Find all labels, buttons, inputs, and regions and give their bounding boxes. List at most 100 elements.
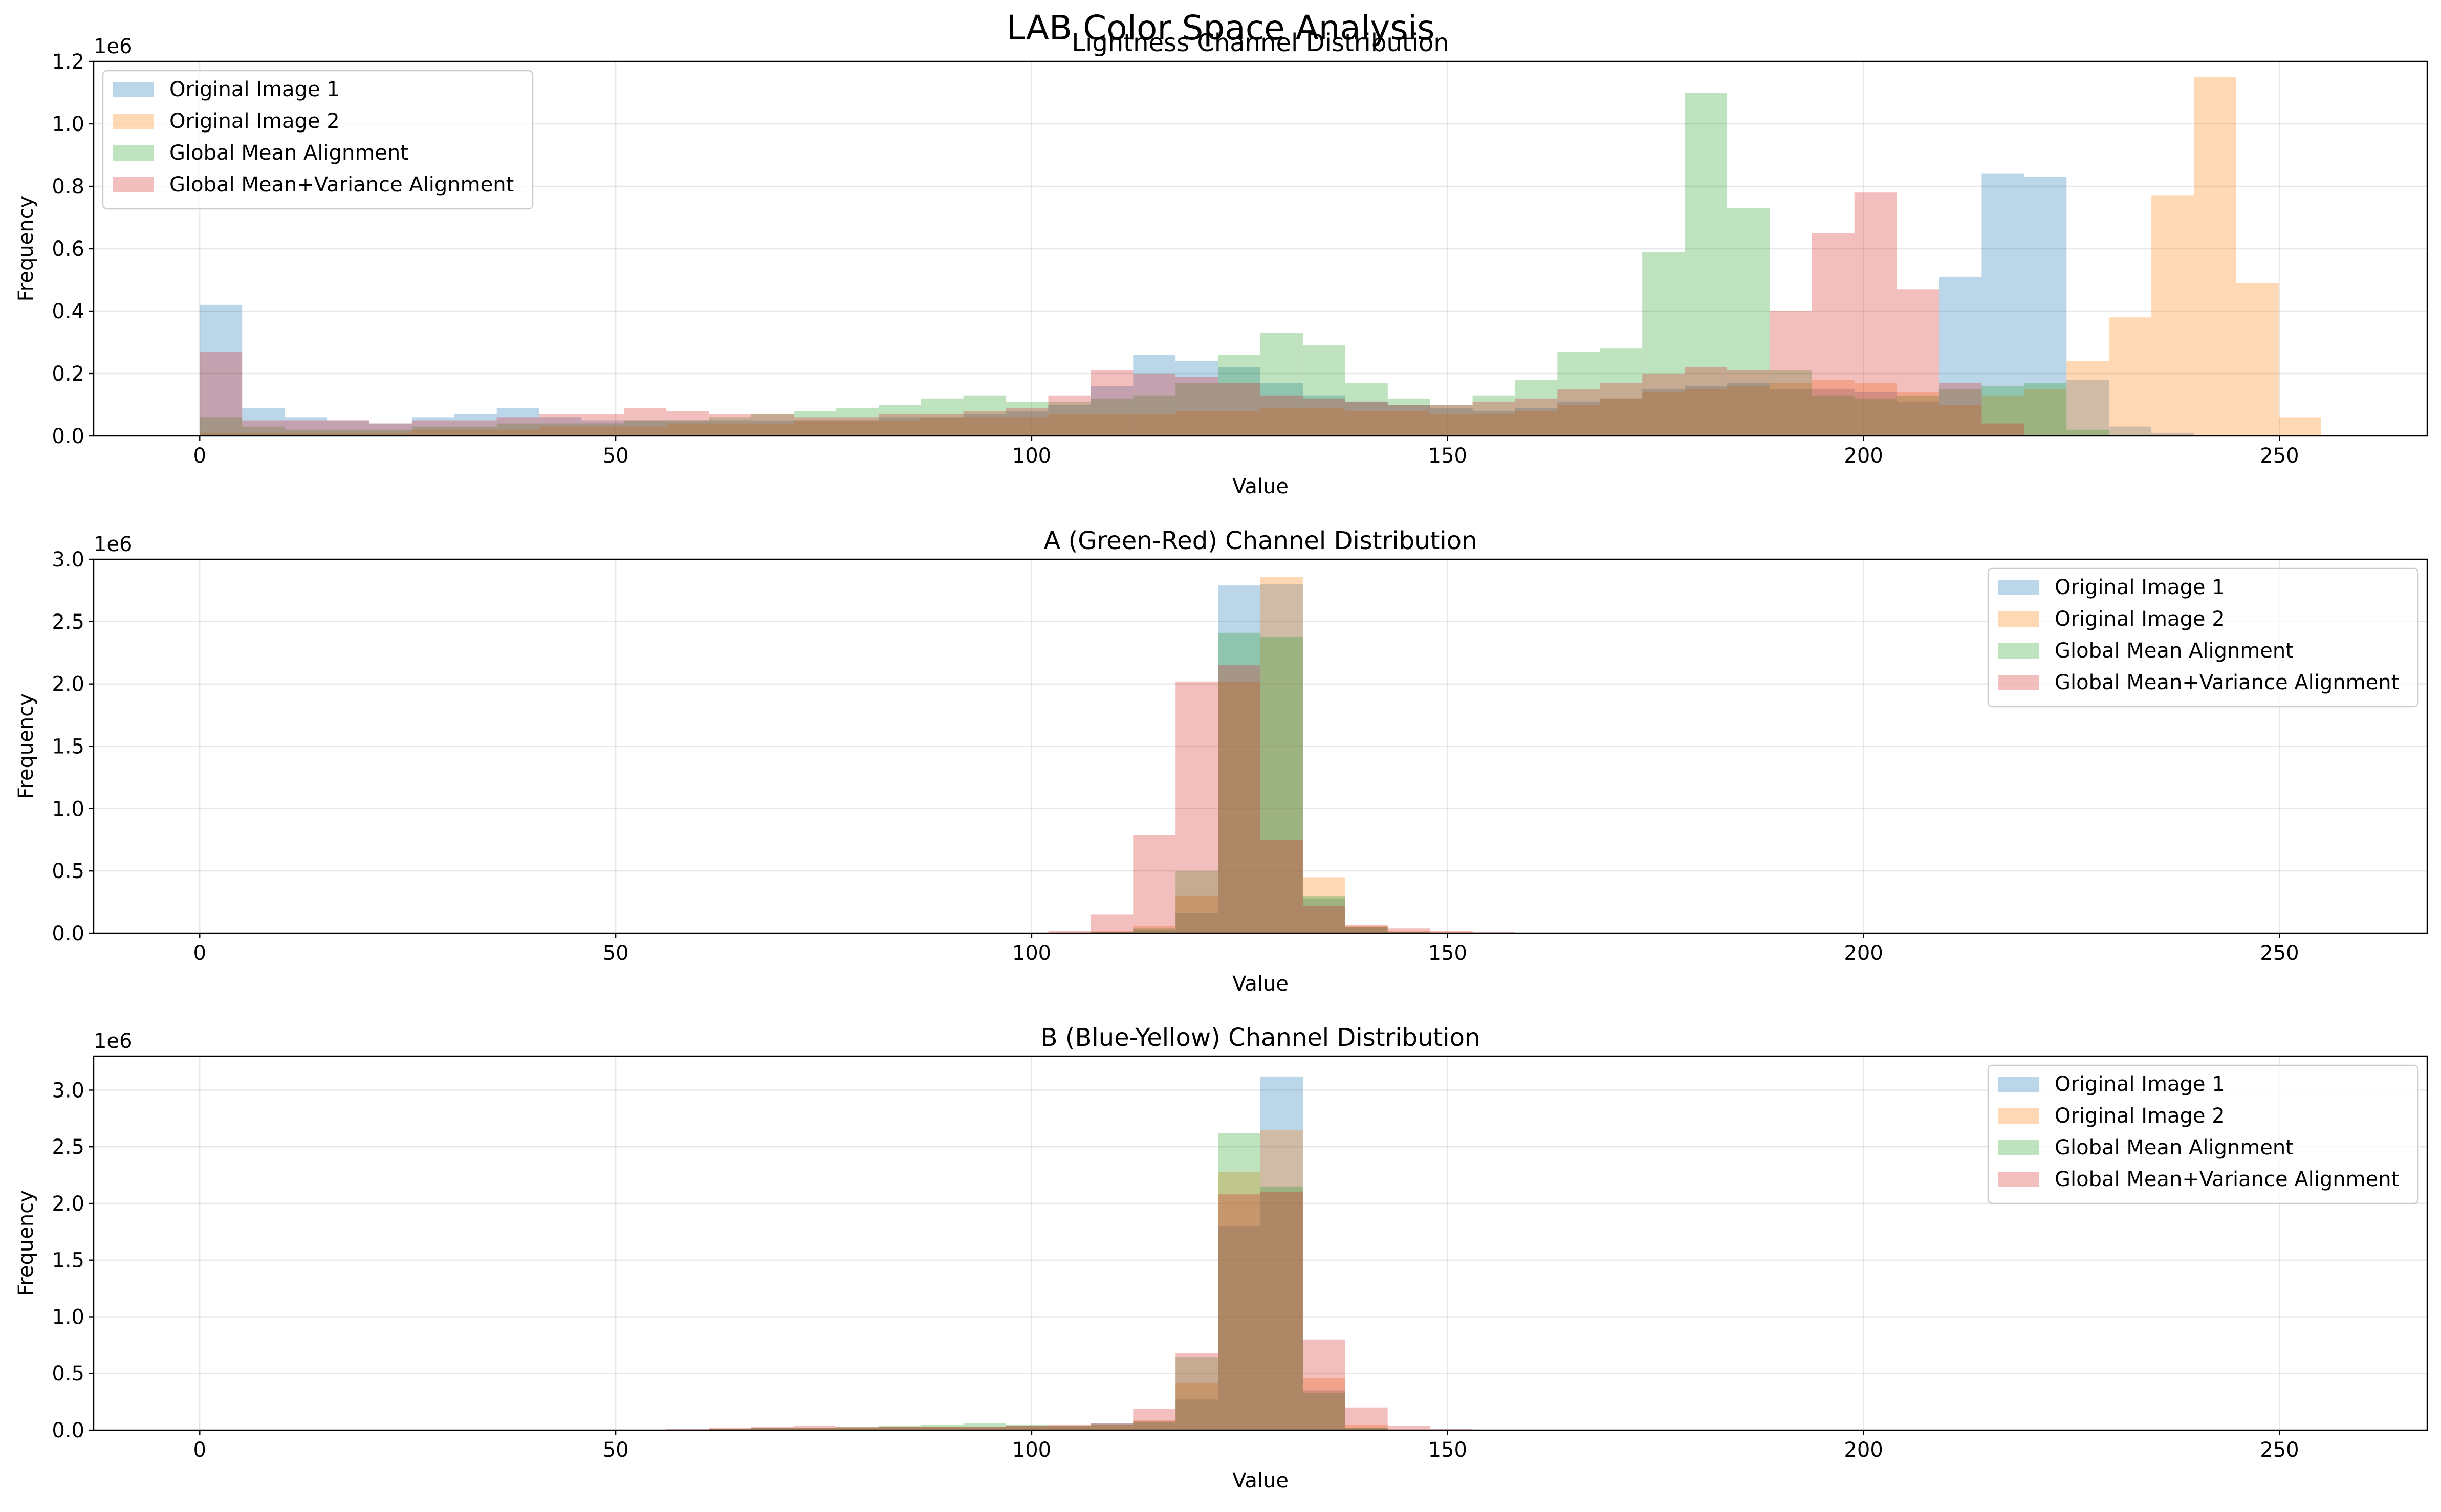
histogram-bar — [836, 408, 879, 436]
histogram-bar — [242, 420, 285, 436]
histogram-bar — [751, 1428, 794, 1430]
histogram-bar — [1133, 374, 1176, 436]
histogram-bar — [1642, 374, 1685, 436]
histogram-bar — [1260, 577, 1303, 933]
legend-label: Original Image 1 — [169, 78, 340, 101]
histogram-bar — [1557, 405, 1600, 436]
histogram-bar — [1260, 637, 1303, 933]
histogram-bar — [2024, 389, 2067, 436]
histogram-bar — [1048, 401, 1091, 436]
histogram-bar — [1939, 276, 1982, 436]
subplot-title: Lightness Channel Distribution — [1072, 29, 1449, 57]
histogram-bar — [1260, 395, 1303, 436]
histogram-bar — [1218, 1171, 1260, 1430]
x-tick-label: 0 — [193, 1438, 206, 1462]
histogram-bar — [496, 417, 539, 436]
histogram-bar — [1769, 370, 1812, 436]
histogram-bar — [369, 423, 412, 436]
histogram-bar — [1091, 914, 1134, 933]
histogram-bar — [1387, 405, 1430, 436]
histogram-bar — [963, 414, 1006, 436]
histogram-bar — [709, 414, 752, 436]
legend-swatch — [113, 82, 154, 97]
histogram-bar — [1302, 395, 1345, 436]
histogram-bar — [2109, 317, 2152, 436]
histogram-bar — [878, 1426, 921, 1430]
histogram-bar — [878, 405, 921, 436]
histogram-bar — [794, 420, 836, 436]
histogram-bar — [1727, 370, 1770, 436]
histogram-bar — [1345, 926, 1388, 933]
histogram-bar — [2278, 417, 2321, 436]
histogram-bar — [200, 417, 243, 436]
histogram-bar — [369, 429, 412, 436]
legend-label: Original Image 2 — [2055, 607, 2225, 631]
histogram-bar — [836, 1428, 879, 1430]
histogram-bar — [1091, 931, 1134, 933]
histogram-bar — [963, 395, 1006, 436]
histogram-bar — [1854, 398, 1897, 436]
histogram-bar — [1727, 383, 1770, 436]
y-tick-label: 2.0 — [52, 1192, 84, 1216]
histogram-bar — [1302, 1390, 1345, 1430]
histogram-bar — [794, 417, 836, 436]
histogram-bar — [285, 417, 327, 436]
legend-swatch — [113, 114, 154, 129]
legend-label: Global Mean Alignment — [169, 141, 408, 165]
histogram-bar — [200, 304, 243, 436]
legend-label: Global Mean+Variance Alignment — [2055, 1168, 2399, 1191]
histogram-bar — [1006, 1426, 1049, 1430]
histogram-bar — [1430, 931, 1473, 933]
x-tick-label: 250 — [2260, 444, 2299, 468]
y-tick-label: 1.2 — [52, 50, 84, 74]
histogram-bar — [1345, 1424, 1388, 1430]
legend-frame — [102, 70, 534, 210]
histogram-bar — [1685, 386, 1727, 436]
x-axis-label: Value — [1232, 475, 1289, 498]
histogram-bar — [1091, 414, 1134, 436]
histogram-bar — [411, 417, 454, 436]
y-tick-label: 0.5 — [52, 860, 84, 883]
histogram-bar — [1302, 1339, 1345, 1430]
histogram-bar — [1133, 929, 1176, 933]
histogram-bar — [836, 420, 879, 436]
axes-frame — [93, 1055, 2428, 1431]
histogram-bar — [1048, 1426, 1091, 1430]
y-axis-label: Frequency — [14, 1190, 38, 1296]
histogram-bar — [1472, 414, 1515, 436]
histogram-bar — [1345, 924, 1388, 933]
legend-label: Global Mean Alignment — [2055, 1136, 2294, 1159]
histogram-bar — [666, 420, 709, 436]
histogram-bar — [242, 408, 285, 436]
histogram-bar — [285, 432, 327, 436]
histogram-bar — [1812, 233, 1855, 436]
histogram-bar — [1727, 208, 1770, 436]
histogram-bar — [581, 420, 624, 436]
histogram-bar — [496, 408, 539, 436]
histogram-bar — [1006, 1426, 1049, 1430]
histogram-bar — [624, 420, 667, 436]
x-tick-label: 50 — [603, 1438, 629, 1462]
histogram-bar — [709, 417, 752, 436]
legend: Original Image 1 Original Image 2 Global M… — [1987, 567, 2419, 708]
legend-swatch — [1998, 1108, 2039, 1124]
histogram-bar — [1175, 361, 1218, 436]
y-tick-label: 1.5 — [52, 735, 84, 759]
histogram-bar — [963, 411, 1006, 436]
histogram-bar — [1175, 1399, 1218, 1430]
histogram-bar — [1175, 1382, 1218, 1430]
histogram-bar — [496, 423, 539, 436]
legend-label: Global Mean Alignment — [2055, 639, 2294, 663]
histogram-bar — [794, 420, 836, 436]
histogram-bar — [1260, 1186, 1303, 1430]
histogram-bar — [1387, 931, 1430, 933]
histogram-bar — [1430, 408, 1473, 436]
histogram-bar — [836, 420, 879, 436]
histogram-bar — [1175, 1357, 1218, 1430]
histogram-bar — [1769, 389, 1812, 436]
x-tick-label: 200 — [1844, 444, 1883, 468]
histogram-bar — [1133, 928, 1176, 933]
x-tick-label: 150 — [1428, 941, 1467, 965]
histogram-bar — [794, 1426, 836, 1430]
histogram-bar — [1260, 408, 1303, 436]
